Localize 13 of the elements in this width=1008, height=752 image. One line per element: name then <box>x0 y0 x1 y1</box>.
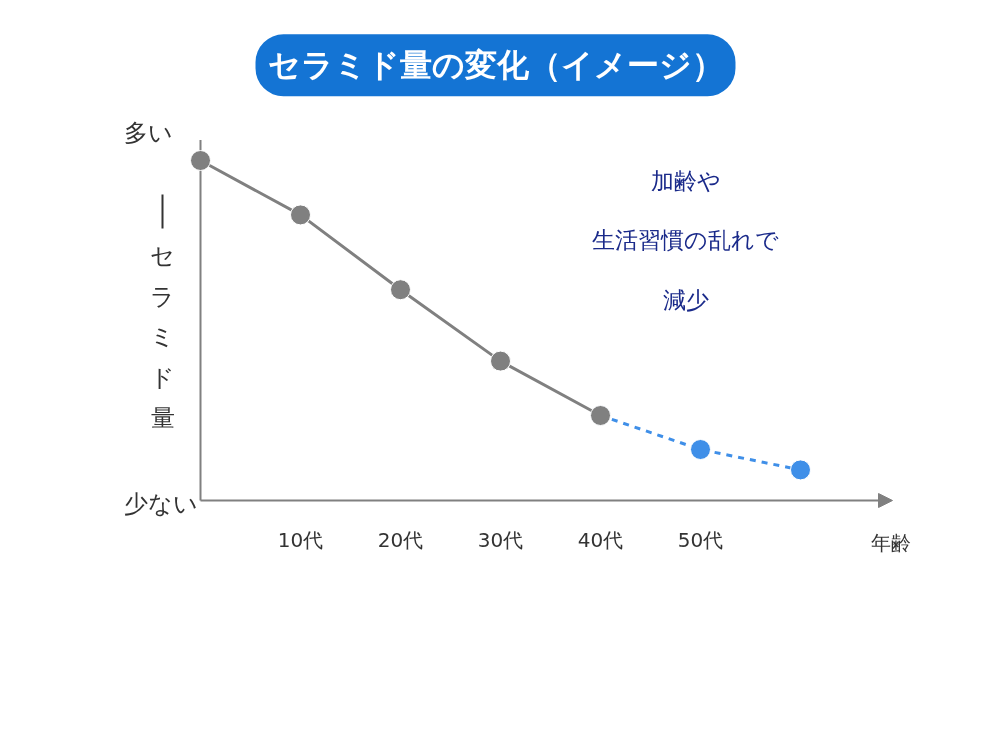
y-axis-title: セラミド量 <box>150 242 175 433</box>
text: 多い <box>124 119 173 148</box>
x-tick-label: 10代 <box>277 527 324 552</box>
text: 少ない <box>123 489 198 518</box>
annotation: 加齢や <box>650 167 721 194</box>
chart-title: セラミド量の変化（イメージ） <box>267 46 724 85</box>
annotation: 減少 <box>662 286 709 313</box>
x-tick-label: 20代 <box>377 527 424 552</box>
annotation: 生活習慣の乱れで <box>592 227 779 254</box>
x-tick-label: 40代 <box>577 527 624 552</box>
x-tick-label: 50代 <box>677 527 724 552</box>
x-axis-title: 年齢 <box>870 531 911 555</box>
x-tick-label: 30代 <box>477 527 524 552</box>
